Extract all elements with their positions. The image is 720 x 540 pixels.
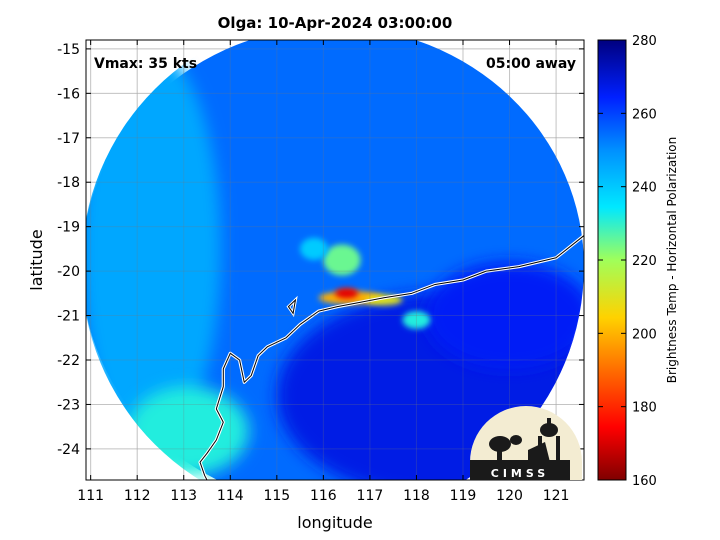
- x-axis-label: longitude: [297, 513, 372, 532]
- colorbar-ticks: 160 180 200 220 240 260 280: [598, 34, 657, 489]
- cimss-logo: CIMSS: [470, 406, 582, 480]
- y-tick-label: -16: [57, 86, 80, 102]
- x-tick-label: 120: [496, 488, 523, 504]
- grid-overlay: [86, 40, 584, 480]
- bt-feature-land-cool: [425, 262, 584, 369]
- bt-feature-rain-core: [335, 288, 359, 299]
- coastline: [198, 234, 584, 480]
- y-axis-ticks: -15 -16 -17 -18 -19 -20 -21 -22 -23 -24: [57, 42, 584, 458]
- colorbar-tick-label: 180: [632, 401, 657, 416]
- axes-frame: [85, 39, 585, 481]
- y-tick-label: -23: [57, 397, 80, 413]
- y-tick-label: -22: [57, 353, 80, 369]
- colorbar-tick-label: 220: [632, 254, 657, 269]
- logo-text: CIMSS: [491, 467, 549, 480]
- x-tick-label: 113: [170, 488, 197, 504]
- x-tick-label: 116: [310, 488, 337, 504]
- coastline-line: [199, 235, 584, 480]
- time-away-label: 05:00 away: [486, 56, 576, 72]
- y-tick-label: -24: [57, 442, 80, 458]
- y-tick-label: -19: [57, 220, 80, 236]
- y-axis-label: latitude: [27, 229, 46, 290]
- x-tick-label: 115: [263, 488, 290, 504]
- y-tick-label: -17: [57, 131, 80, 147]
- colorbar-label: Brightness Temp - Horizontal Polarizatio…: [665, 137, 679, 384]
- vmax-label: Vmax: 35 kts: [94, 56, 197, 72]
- x-tick-label: 121: [543, 488, 570, 504]
- island-outline: [287, 298, 297, 315]
- x-tick-label: 111: [77, 488, 104, 504]
- x-tick-label: 117: [357, 488, 384, 504]
- chart-title: Olga: 10-Apr-2024 03:00:00: [217, 14, 453, 32]
- colorbar-tick-label: 240: [632, 181, 657, 196]
- y-tick-label: -21: [57, 309, 80, 325]
- colorbar-tick-label: 260: [632, 107, 657, 122]
- y-tick-label: -15: [57, 42, 80, 58]
- x-axis-ticks: 111 112 113 114 115 116 117 118 119 120 121: [77, 40, 569, 504]
- x-tick-label: 112: [124, 488, 151, 504]
- bt-feature-warm-west: [86, 48, 221, 449]
- bt-feature-rain-spot: [402, 311, 431, 329]
- colorbar-tick-label: 200: [632, 327, 657, 342]
- x-tick-label: 118: [403, 488, 430, 504]
- y-tick-label: -18: [57, 175, 80, 191]
- x-tick-label: 114: [217, 488, 244, 504]
- y-tick-label: -20: [57, 264, 80, 280]
- colorbar-tick-label: 280: [632, 34, 657, 49]
- colorbar-tick-label: 160: [632, 474, 657, 489]
- bt-feature-rain-spot: [300, 237, 329, 260]
- colorbar: 160 180 200 220 240 260 280 Brightness Temp - …: [597, 34, 679, 489]
- x-tick-label: 119: [450, 488, 477, 504]
- bt-feature-rain-ring: [323, 244, 361, 276]
